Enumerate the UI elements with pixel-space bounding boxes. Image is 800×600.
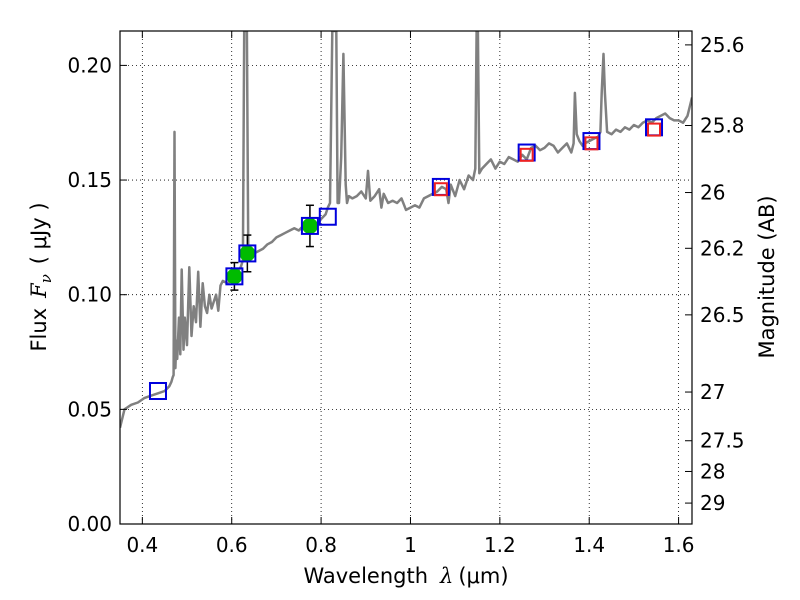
plot-area: [120, 31, 692, 524]
x-tick-label: 1.2: [484, 533, 516, 557]
x-tick-label: 1: [404, 533, 417, 557]
y2-tick-label: 27.5: [700, 429, 745, 453]
y2-tick-label: 27: [700, 380, 725, 404]
y2-tick-label: 26.5: [700, 303, 745, 327]
y-tick-label: 0.05: [67, 397, 112, 421]
y2-tick-label: 25.6: [700, 33, 745, 57]
series-layer: [120, 31, 692, 428]
x-tick-label: 1.4: [573, 533, 605, 557]
observed-flux-point: [239, 245, 256, 262]
upper-band-square: [519, 147, 534, 162]
model-flux-square: [225, 267, 244, 286]
y2-axis-label: Magnitude (AB): [755, 195, 779, 358]
y2-tick-label: 26: [700, 181, 725, 205]
y2-tick-label: 26.2: [700, 236, 745, 260]
ticks: 0.4 0.6 0.8 1 1.2 1.4 1.6 0.00 0.05 0.10 0.15 0.20 2…: [67, 31, 745, 557]
y-tick-label: 0.00: [67, 512, 112, 536]
y-tick-label: 0.20: [67, 53, 112, 77]
y2-tick-label: 28: [700, 459, 725, 483]
y2-tick-label: 25.8: [700, 113, 745, 137]
x-tick-label: 0.8: [305, 533, 337, 557]
observed-flux-point: [301, 217, 318, 234]
y-tick-label: 0.15: [67, 168, 112, 192]
x-tick-label: 0.4: [126, 533, 158, 557]
model-flux-square: [148, 382, 167, 401]
y-tick-label: 0.10: [67, 283, 112, 307]
x-tick-label: 0.6: [216, 533, 248, 557]
model-flux-square: [238, 244, 257, 263]
x-axis-label: Wavelength λ (μm): [303, 564, 508, 588]
model-flux-square: [318, 207, 337, 226]
x-tick-label: 1.6: [663, 533, 695, 557]
upper-band-square: [647, 122, 662, 137]
model-flux-square: [300, 216, 319, 235]
y-axis-label: FluxFν( μJy ): [27, 202, 55, 351]
upper-band-square: [433, 182, 448, 197]
y2-tick-label: 29: [700, 491, 725, 515]
plot-frame: [119, 30, 693, 525]
observed-flux-point: [226, 268, 243, 285]
upper-band-square: [584, 136, 599, 151]
